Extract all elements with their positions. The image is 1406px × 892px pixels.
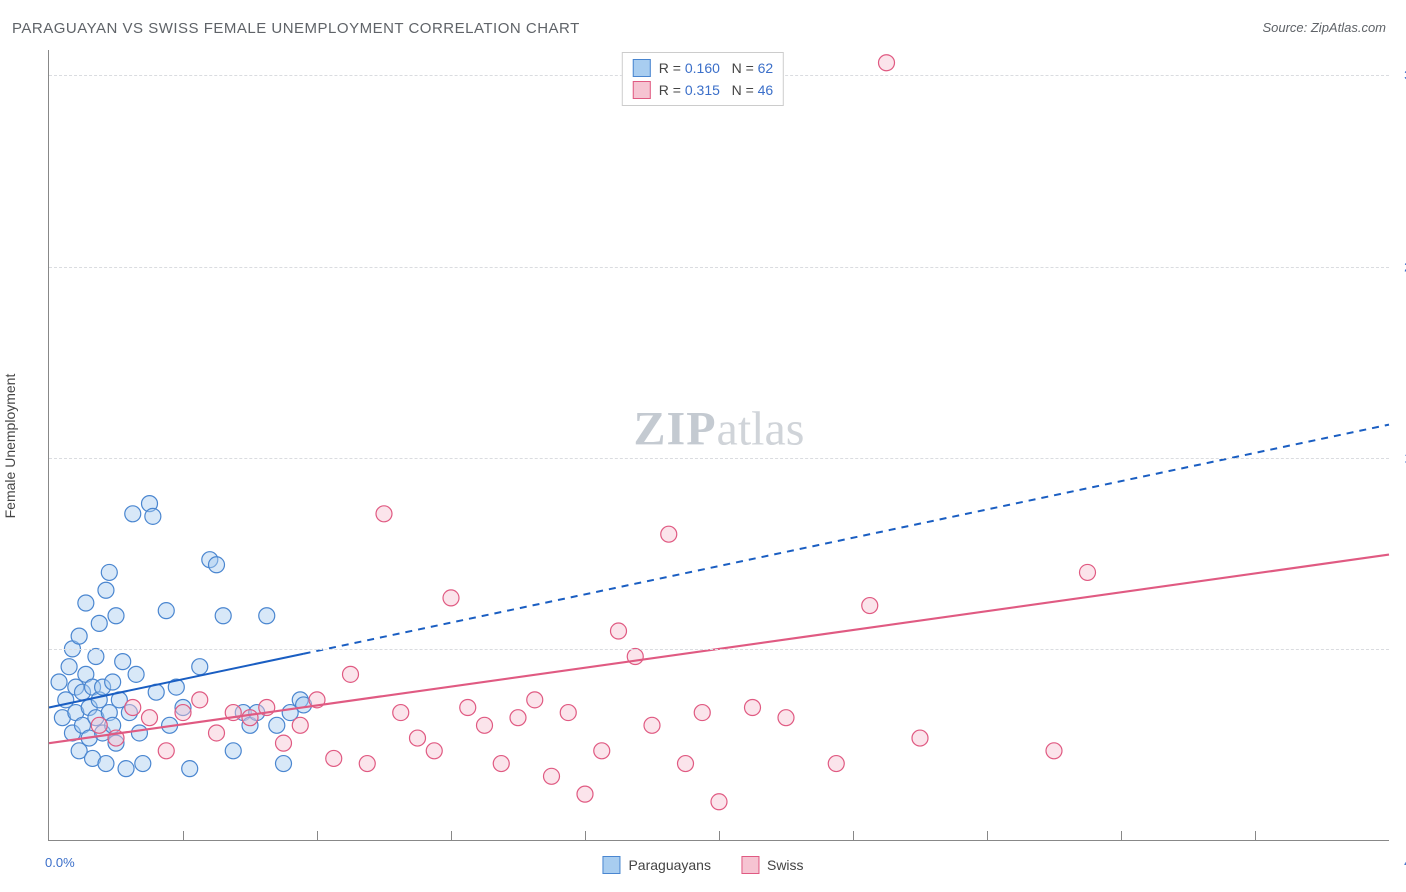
plot-svg: [49, 50, 1389, 840]
legend-label: Paraguayans: [628, 857, 711, 873]
legend-stats: R = 0.160 N = 62 R = 0.315 N = 46: [622, 52, 784, 106]
paraguayan-swatch-icon: [602, 856, 620, 874]
scatter-plot: ZIPatlas 0.0% 40.0% 7.5%15.0%22.5%30.0%: [48, 50, 1389, 841]
swiss-swatch-icon: [633, 81, 651, 99]
swiss-swatch-icon: [741, 856, 759, 874]
x-axis-origin-label: 0.0%: [45, 855, 75, 870]
legend-item-paraguayans: Paraguayans: [602, 856, 711, 874]
paraguayan-swatch-icon: [633, 59, 651, 77]
source-label: Source: ZipAtlas.com: [1262, 20, 1386, 35]
legend-item-swiss: Swiss: [741, 856, 804, 874]
legend-series: Paraguayans Swiss: [602, 856, 803, 874]
legend-stats-row-b: R = 0.315 N = 46: [633, 79, 773, 101]
legend-stats-row-a: R = 0.160 N = 62: [633, 57, 773, 79]
chart-title: PARAGUAYAN VS SWISS FEMALE UNEMPLOYMENT …: [12, 20, 580, 37]
y-axis-title: Female Unemployment: [2, 374, 18, 519]
legend-label: Swiss: [767, 857, 804, 873]
